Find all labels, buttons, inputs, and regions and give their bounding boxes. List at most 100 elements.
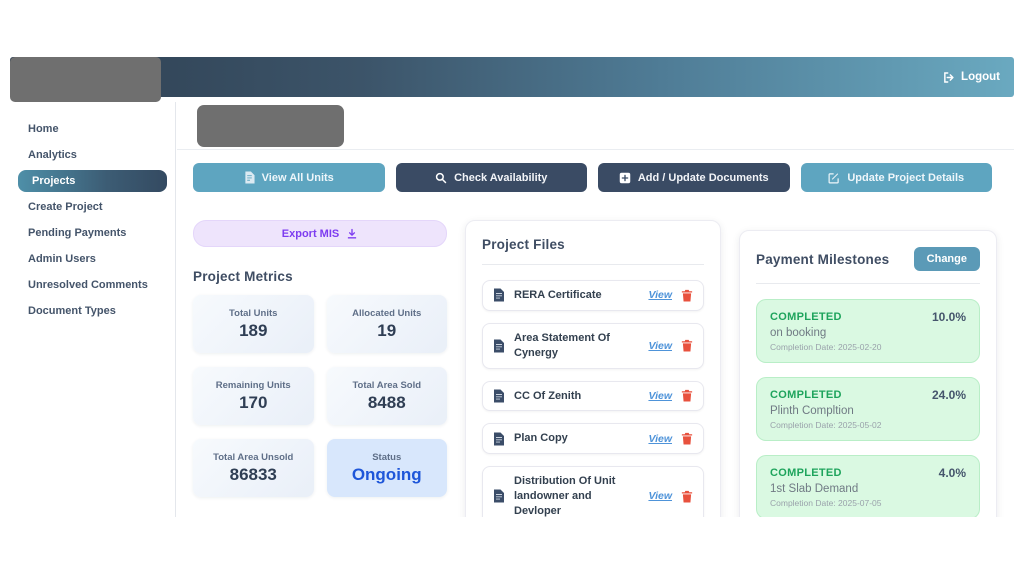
files-column: Project Files RERA Certificate View (465, 220, 721, 517)
metrics-grid: Total Units 189 Allocated Units 19 Remai… (193, 295, 447, 497)
button-label: Add / Update Documents (637, 171, 769, 184)
file-row: Plan Copy View (482, 423, 704, 455)
metric-value: 19 (377, 320, 397, 340)
sidebar-item[interactable]: Projects (18, 170, 167, 192)
file-icon (244, 171, 255, 184)
button-label: View All Units (261, 171, 334, 184)
milestone-percent: 4.0% (938, 466, 966, 480)
milestone-list: COMPLETED 10.0% on booking Completion Da… (756, 299, 980, 517)
file-list: RERA Certificate View Area Statement Of … (482, 280, 704, 517)
view-all-units-button[interactable]: View All Units (193, 163, 385, 192)
metric-card: Allocated Units 19 (326, 295, 447, 353)
milestone-top-row: COMPLETED 4.0% (770, 466, 966, 480)
trash-icon[interactable] (681, 289, 693, 302)
document-icon (493, 288, 505, 302)
metric-card: Total Area Sold 8488 (326, 367, 447, 425)
milestone-card: COMPLETED 24.0% Plinth Compltion Complet… (756, 377, 980, 441)
divider (756, 283, 980, 284)
divider (482, 264, 704, 265)
file-row: Distribution Of Unit landowner and Devlo… (482, 466, 704, 517)
project-title-redacted (197, 105, 344, 147)
trash-icon[interactable] (681, 389, 693, 402)
metric-value: Ongoing (351, 464, 422, 484)
milestone-status: COMPLETED (770, 311, 842, 323)
top-navbar: Logout (10, 57, 1014, 97)
update-project-details-button[interactable]: Update Project Details (800, 163, 992, 192)
sidebar-item[interactable]: Home (28, 123, 59, 135)
add-update-documents-button[interactable]: Add / Update Documents (598, 163, 790, 192)
view-link[interactable]: View (648, 339, 672, 352)
file-name: Area Statement Of Cynergy (514, 331, 610, 359)
actions-row: View All Units Check Availability Add / … (193, 163, 992, 192)
file-name: CC Of Zenith (514, 389, 582, 402)
edit-icon (828, 172, 840, 184)
metric-card: Total Units 189 (193, 295, 314, 353)
milestone-percent: 10.0% (931, 310, 966, 324)
search-icon (435, 172, 447, 184)
metric-value: 8488 (367, 392, 406, 412)
file-row: RERA Certificate View (482, 280, 704, 311)
milestones-header: Payment Milestones Change (756, 247, 980, 271)
download-icon (346, 228, 358, 240)
project-files-title: Project Files (482, 237, 565, 252)
metric-label: Total Units (229, 307, 278, 319)
app-window: Logout Home Analytics Projects Create Pr… (10, 57, 1014, 517)
milestone-card: COMPLETED 10.0% on booking Completion Da… (756, 299, 980, 363)
logout-icon (942, 71, 955, 84)
sidebar-item[interactable]: Pending Payments (28, 227, 127, 239)
export-mis-button[interactable]: Export MIS (193, 220, 447, 247)
content-columns: Export MIS Project Metrics Total Units 1… (193, 220, 1014, 517)
sidebar-item[interactable]: Admin Users (28, 253, 96, 265)
project-files-panel: Project Files RERA Certificate View (465, 220, 721, 517)
sidebar-item[interactable]: Document Types (28, 305, 116, 317)
milestone-status: COMPLETED (770, 389, 842, 401)
milestone-status: COMPLETED (770, 467, 842, 479)
trash-icon[interactable] (681, 490, 693, 503)
metric-value: 86833 (229, 464, 277, 484)
view-link[interactable]: View (648, 389, 672, 402)
sidebar: Home Analytics Projects Create Project P… (10, 102, 176, 517)
metric-label: Remaining Units (215, 379, 291, 391)
sidebar-item[interactable]: Analytics (28, 149, 77, 161)
metrics-title: Project Metrics (193, 269, 293, 284)
view-link[interactable]: View (648, 289, 672, 302)
document-icon (493, 489, 505, 503)
milestone-name: Plinth Compltion (770, 405, 854, 417)
file-name: Plan Copy (514, 432, 568, 445)
metric-label: Allocated Units (352, 307, 422, 319)
sidebar-item[interactable]: Create Project (28, 201, 103, 213)
metric-value: 189 (239, 320, 268, 340)
metric-card: Status Ongoing (326, 439, 447, 497)
view-link[interactable]: View (648, 432, 672, 445)
document-icon (493, 432, 505, 446)
change-button[interactable]: Change (913, 247, 980, 271)
milestone-top-row: COMPLETED 24.0% (770, 388, 966, 402)
milestones-column: Payment Milestones Change COMPLETED 10.0… (739, 220, 997, 517)
export-mis-label: Export MIS (281, 227, 340, 240)
logout-button[interactable]: Logout (942, 71, 1000, 84)
file-row: CC Of Zenith View (482, 380, 704, 412)
file-name: RERA Certificate (514, 289, 602, 301)
milestone-card: COMPLETED 4.0% 1st Slab Demand Completio… (756, 455, 980, 517)
metrics-column: Export MIS Project Metrics Total Units 1… (193, 220, 447, 497)
milestone-date: Completion Date: 2025-02-20 (770, 342, 882, 352)
check-availability-button[interactable]: Check Availability (395, 163, 587, 192)
button-label: Update Project Details (847, 171, 965, 184)
milestone-top-row: COMPLETED 10.0% (770, 310, 966, 324)
sidebar-item[interactable]: Unresolved Comments (28, 279, 148, 291)
metric-label: Total Area Unsold (213, 451, 294, 463)
button-label: Check Availability (454, 171, 548, 184)
file-name: Distribution Of Unit landowner and Devlo… (514, 475, 616, 517)
file-row: Area Statement Of Cynergy View (482, 322, 704, 369)
metric-value: 170 (239, 392, 268, 412)
logout-label: Logout (961, 71, 1000, 83)
payment-milestones-panel: Payment Milestones Change COMPLETED 10.0… (739, 230, 997, 517)
trash-icon[interactable] (681, 339, 693, 352)
payment-milestones-title: Payment Milestones (756, 251, 890, 267)
milestone-date: Completion Date: 2025-05-02 (770, 420, 882, 430)
milestone-name: 1st Slab Demand (770, 483, 859, 495)
main-header (177, 102, 1014, 150)
trash-icon[interactable] (681, 432, 693, 445)
view-link[interactable]: View (648, 490, 672, 503)
metric-card: Remaining Units 170 (193, 367, 314, 425)
